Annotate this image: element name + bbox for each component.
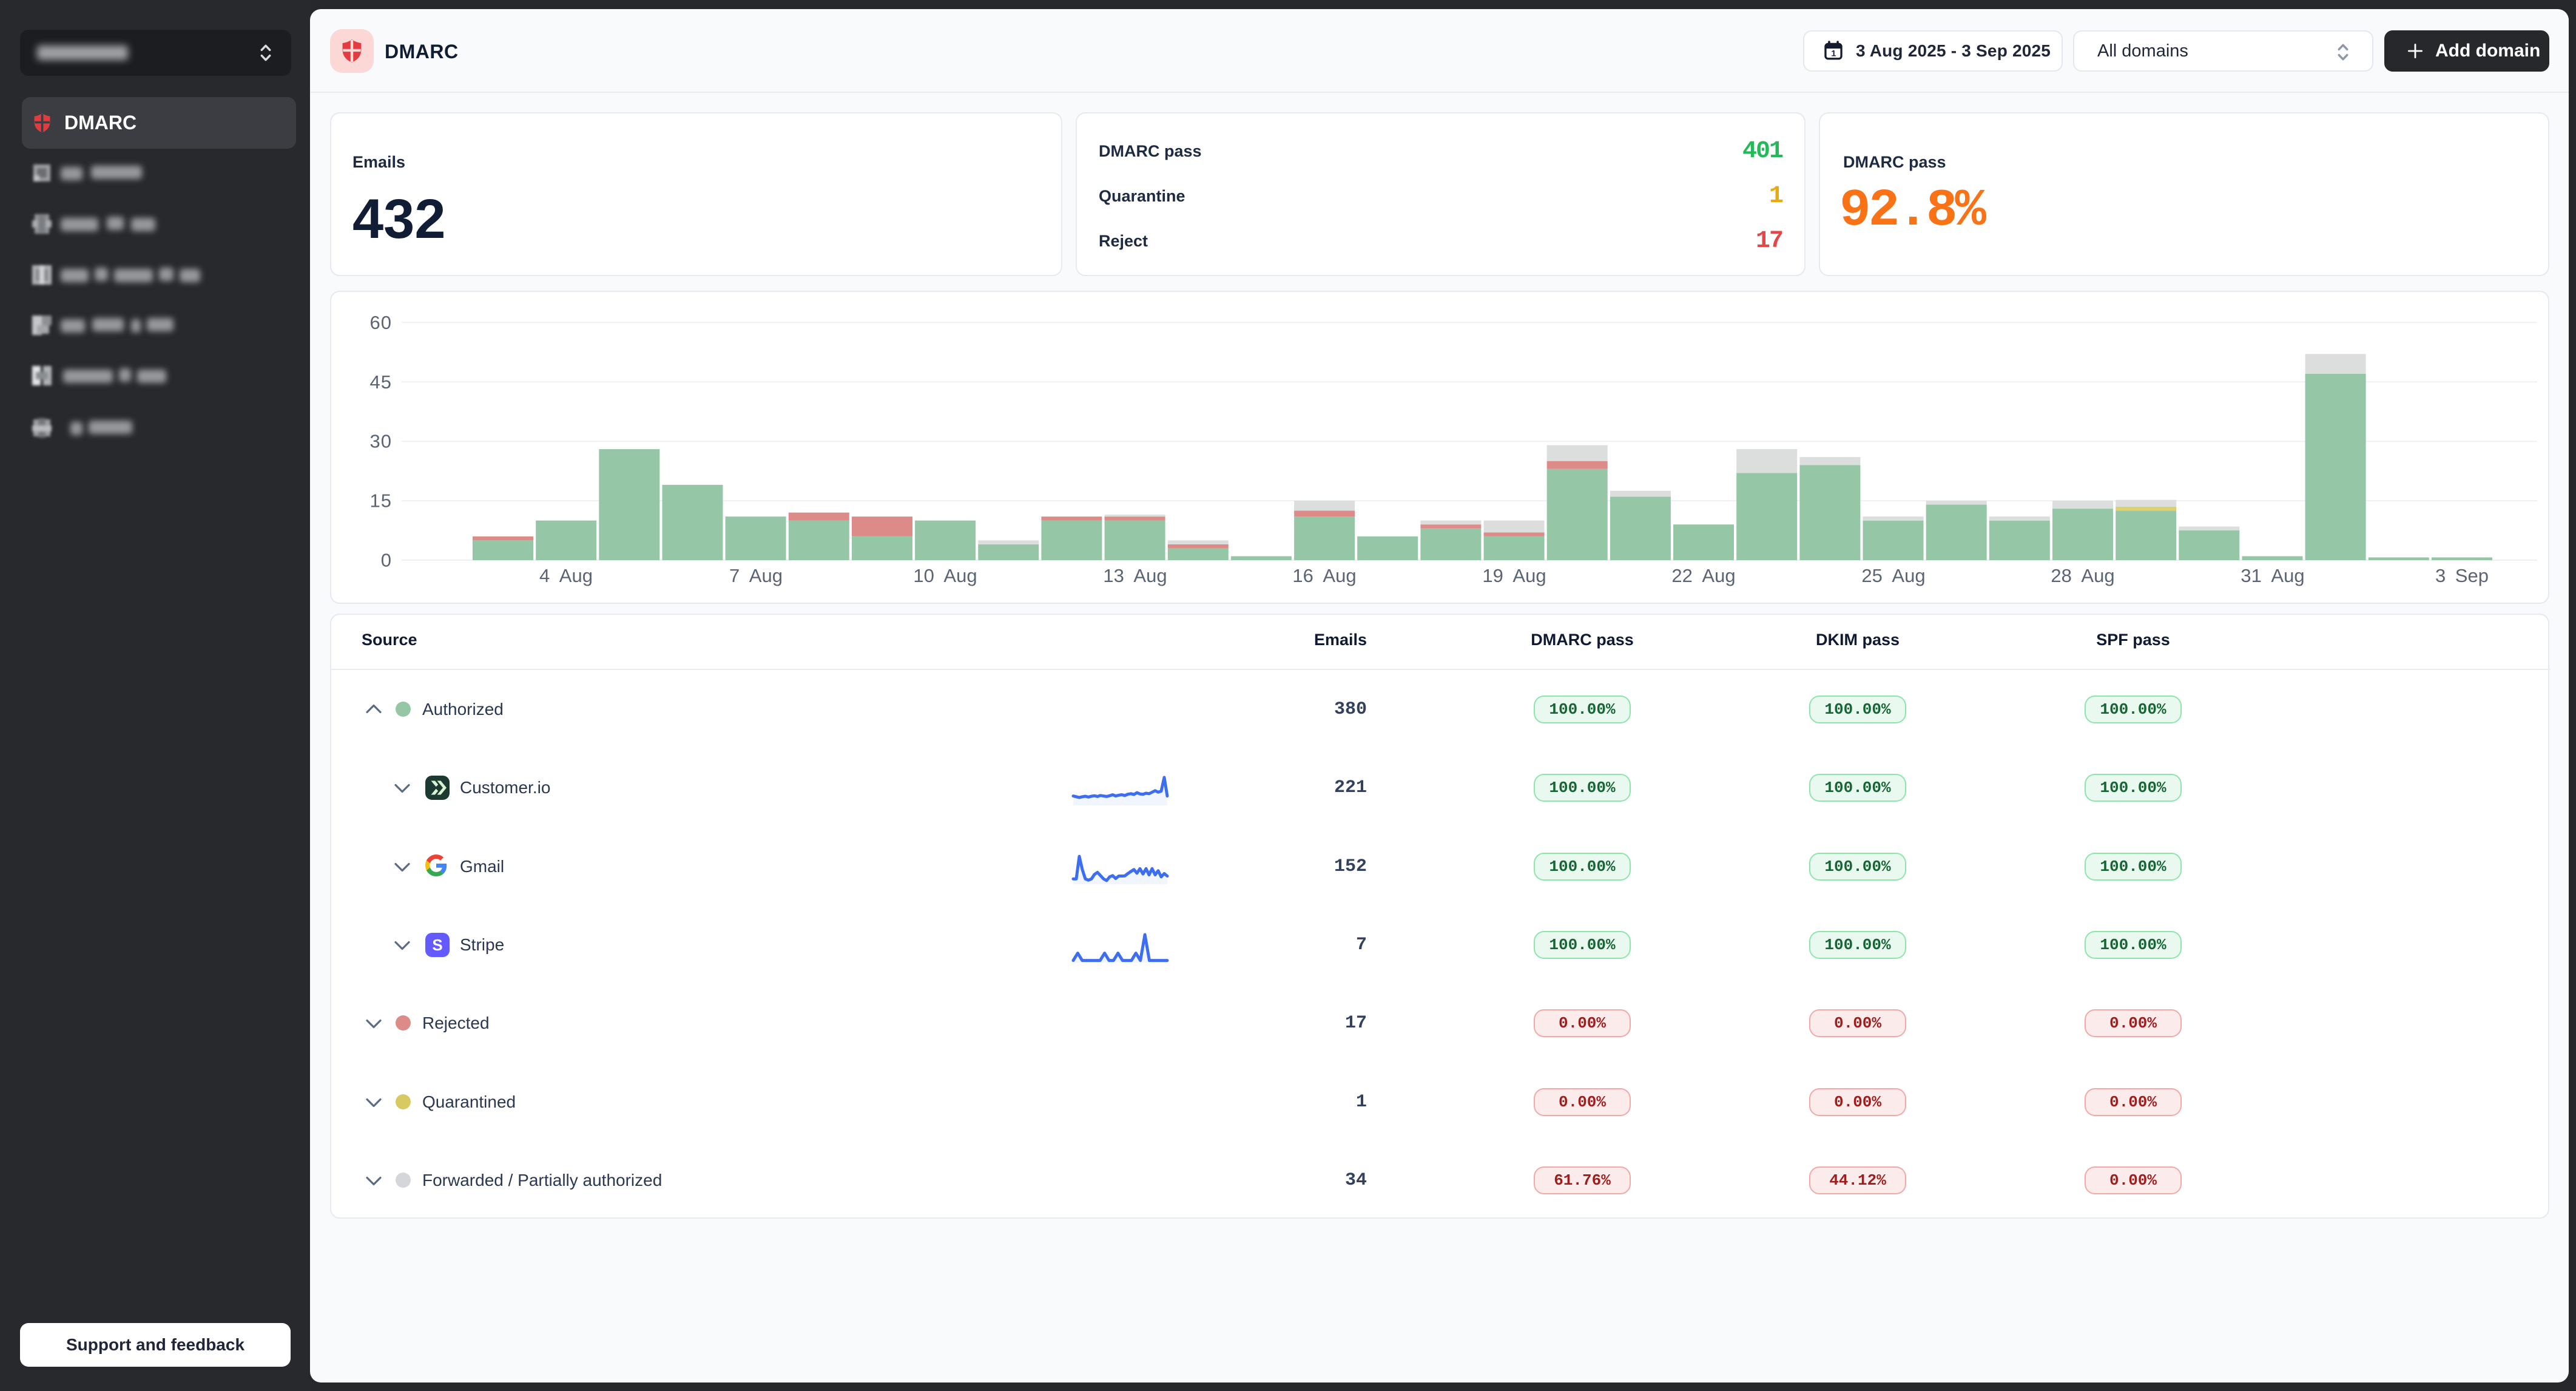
- svg-text:28 Aug: 28 Aug: [2051, 565, 2114, 586]
- svg-text:31 Aug: 31 Aug: [2241, 565, 2304, 586]
- svg-text:16 Aug: 16 Aug: [1292, 565, 1356, 586]
- svg-text:10 Aug: 10 Aug: [913, 565, 977, 586]
- svg-text:45: 45: [370, 371, 392, 393]
- svg-text:1: 1: [1831, 49, 1836, 58]
- svg-text:60: 60: [370, 312, 392, 333]
- svg-text:30: 30: [370, 431, 392, 452]
- svg-text:19 Aug: 19 Aug: [1482, 565, 1546, 586]
- svg-text:4 Aug: 4 Aug: [539, 565, 593, 586]
- svg-text:3 Sep: 3 Sep: [2435, 565, 2489, 586]
- svg-text:13 Aug: 13 Aug: [1103, 565, 1167, 586]
- svg-text:15: 15: [370, 490, 392, 512]
- svg-text:7 Aug: 7 Aug: [729, 565, 783, 586]
- svg-text:0: 0: [381, 550, 392, 571]
- svg-text:25 Aug: 25 Aug: [1861, 565, 1925, 586]
- svg-text:22 Aug: 22 Aug: [1671, 565, 1735, 586]
